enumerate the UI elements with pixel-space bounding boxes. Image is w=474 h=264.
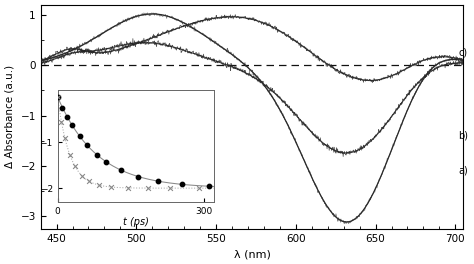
- Text: a): a): [458, 166, 468, 176]
- Text: c): c): [458, 48, 468, 58]
- X-axis label: λ (nm): λ (nm): [234, 249, 270, 259]
- Text: b): b): [458, 131, 468, 141]
- Y-axis label: Δ Absorbance (a.u.): Δ Absorbance (a.u.): [5, 65, 15, 168]
